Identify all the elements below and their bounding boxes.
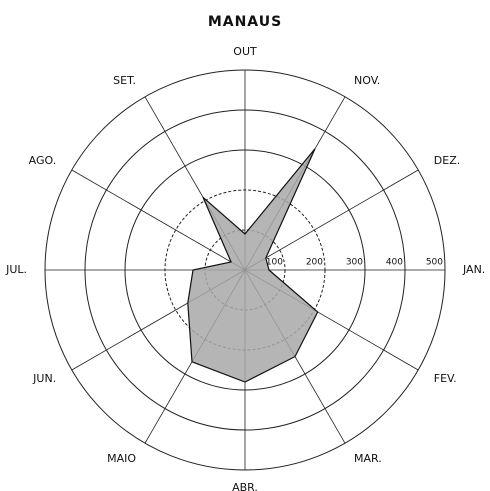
r-tick-label: 400: [386, 258, 403, 268]
category-label: ABR.: [232, 481, 258, 491]
spoke: [244, 169, 419, 271]
category-label: MAR.: [354, 452, 382, 465]
category-label: DEZ.: [434, 154, 460, 167]
category-label: JUL.: [5, 263, 27, 276]
radar-area: [187, 148, 319, 383]
category-label: AGO.: [29, 154, 57, 167]
r-tick-label: 300: [346, 258, 363, 268]
spoke: [71, 169, 246, 271]
category-label: MAIO: [107, 452, 136, 465]
category-label: SET.: [113, 74, 136, 87]
r-tick-label: 100: [266, 258, 283, 268]
category-label: JAN.: [462, 263, 485, 276]
category-label: FEV.: [434, 372, 457, 385]
category-label: OUT: [233, 45, 257, 58]
r-tick-label: 500: [426, 258, 443, 268]
r-tick-label: 200: [306, 258, 323, 268]
category-label: NOV.: [354, 74, 380, 87]
chart-title: MANAUS: [208, 14, 282, 30]
category-label: JUN.: [32, 372, 56, 385]
